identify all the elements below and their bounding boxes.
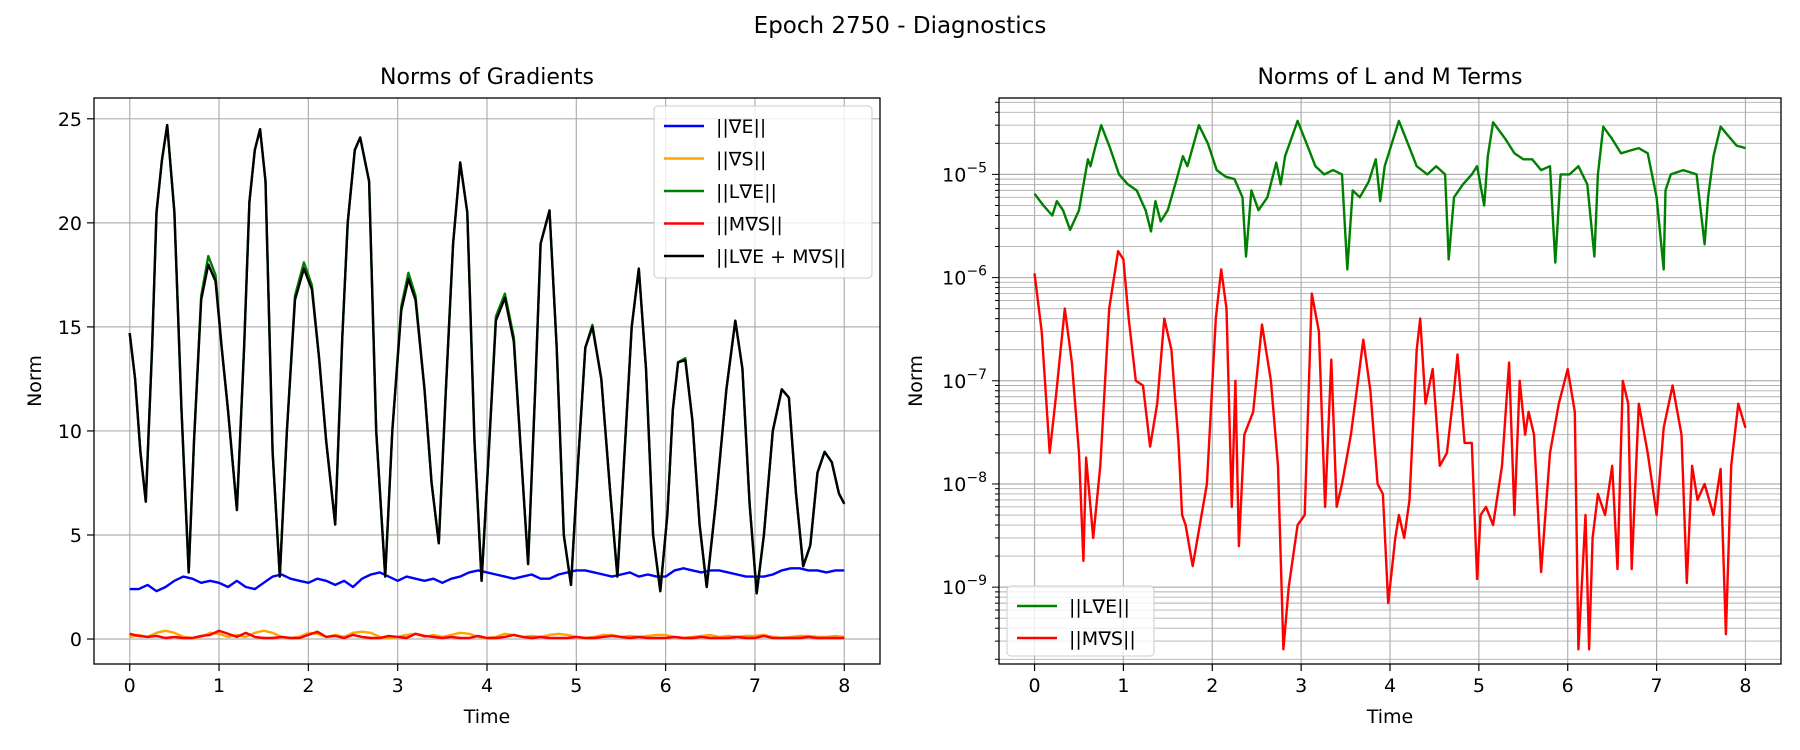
x-tick-label: 5 xyxy=(1473,675,1485,697)
x-tick-label: 1 xyxy=(1117,675,1129,697)
x-tick-label: 8 xyxy=(1739,675,1751,697)
series-line-0 xyxy=(129,567,845,593)
series-line-0 xyxy=(1033,119,1746,271)
y-tick-label: 10−5 xyxy=(942,160,987,186)
x-tick-label: 7 xyxy=(749,675,761,697)
legend-label: ||L∇E + M∇S|| xyxy=(716,246,846,268)
legend-label: ||∇E|| xyxy=(716,116,766,138)
series-line-4 xyxy=(128,123,846,595)
legend-label: ||M∇S|| xyxy=(716,214,783,236)
x-tick-label: 1 xyxy=(213,675,225,697)
x-tick-label: 4 xyxy=(1384,675,1396,697)
right-chart-y-ticks: 10−9 10−8 10−7 10−6 10−5 xyxy=(942,101,999,660)
x-tick-label: 4 xyxy=(481,675,493,697)
y-tick-label: 5 xyxy=(70,525,82,547)
series-line-3 xyxy=(129,629,845,640)
x-tick-label: 3 xyxy=(1295,675,1307,697)
left-chart-series-group xyxy=(128,123,846,640)
right-chart-x-axis-label: Time xyxy=(1366,706,1414,728)
figure-suptitle: Epoch 2750 - Diagnostics xyxy=(754,13,1047,39)
legend-label: ||L∇E|| xyxy=(716,181,777,203)
legend-label: ||M∇S|| xyxy=(1069,628,1136,650)
left-chart-y-ticks: 0 5 10 15 20 25 xyxy=(58,109,94,651)
y-tick-label: 10−8 xyxy=(942,470,987,496)
x-tick-label: 2 xyxy=(302,675,314,697)
y-tick-label: 25 xyxy=(58,109,82,131)
series-line-1 xyxy=(1033,249,1747,651)
right-chart-legend: ||L∇E|| ||M∇S|| xyxy=(1006,585,1155,657)
x-tick-label: 0 xyxy=(1028,675,1040,697)
y-tick-label: 10 xyxy=(58,421,82,443)
left-chart-legend: ||∇E|| ||∇S|| ||L∇E|| ||M∇S|| ||L∇E + M∇S|| xyxy=(653,105,873,279)
y-tick-label: 0 xyxy=(70,629,82,651)
legend-label: ||L∇E|| xyxy=(1069,596,1130,618)
x-tick-label: 7 xyxy=(1651,675,1663,697)
left-chart-y-axis-label: Norm xyxy=(24,355,46,407)
y-tick-label: 10−9 xyxy=(942,573,987,599)
x-tick-label: 3 xyxy=(392,675,404,697)
x-tick-label: 8 xyxy=(838,675,850,697)
left-chart-x-axis-label: Time xyxy=(463,706,511,728)
y-tick-label: 10−7 xyxy=(942,367,987,393)
x-tick-label: 6 xyxy=(1562,675,1574,697)
left-chart-x-ticks: 0 1 2 3 4 5 6 7 8 xyxy=(124,664,850,697)
y-tick-label: 10−6 xyxy=(942,264,987,290)
y-tick-label: 15 xyxy=(58,317,82,339)
right-chart-series-group xyxy=(1033,119,1747,651)
right-chart-x-ticks: 0 1 2 3 4 5 6 7 8 xyxy=(1028,664,1752,697)
x-tick-label: 2 xyxy=(1206,675,1218,697)
x-tick-label: 0 xyxy=(124,675,136,697)
legend-label: ||∇S|| xyxy=(716,149,766,171)
x-tick-label: 5 xyxy=(570,675,582,697)
y-tick-label: 20 xyxy=(58,213,82,235)
right-chart-y-axis-label: Norm xyxy=(905,355,927,407)
legend-box xyxy=(653,105,873,279)
right-chart-title: Norms of L and M Terms xyxy=(1257,65,1522,90)
x-tick-label: 6 xyxy=(660,675,672,697)
left-chart-title: Norms of Gradients xyxy=(380,65,594,90)
